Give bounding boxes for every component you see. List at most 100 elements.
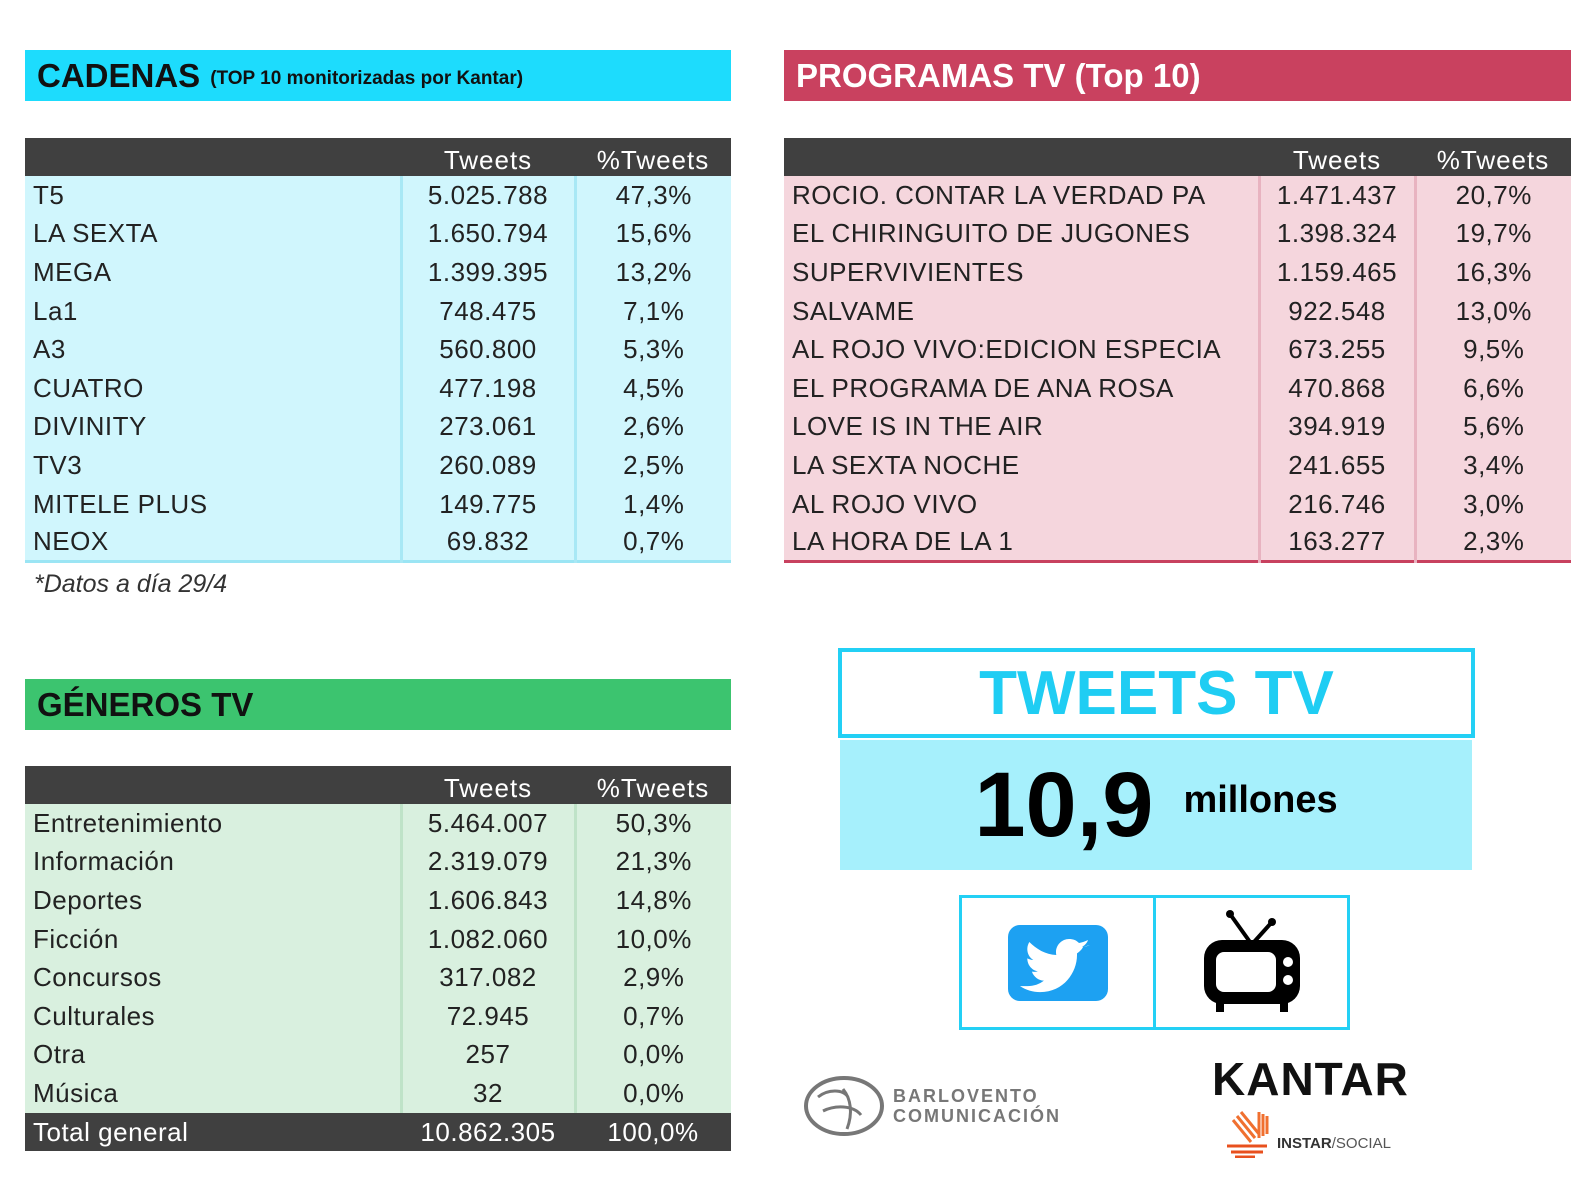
cell-name: MITELE PLUS: [25, 484, 401, 524]
cell-name: DIVINITY: [25, 407, 401, 447]
col-pct: %Tweets: [575, 766, 731, 804]
barlovento-text-2: COMUNICACIÓN: [893, 1106, 1061, 1126]
table-row: LA SEXTA 1.650.794 15,6%: [25, 214, 731, 254]
col-tweets: Tweets: [1259, 138, 1415, 176]
cell-tweets: 5.464.007: [399, 804, 575, 843]
cell-name: EL PROGRAMA DE ANA ROSA: [784, 368, 1259, 408]
cell-name: La1: [25, 291, 401, 331]
cell-pct: 5,3%: [573, 330, 731, 369]
cell-pct: 0,7%: [573, 996, 731, 1036]
cell-name: EL CHIRINGUITO DE JUGONES: [784, 214, 1259, 254]
cell-name: LA HORA DE LA 1: [784, 523, 1259, 562]
summary-value: 10,9: [974, 753, 1154, 856]
table-row: TV3 260.089 2,5%: [25, 446, 731, 485]
table-row: Entretenimiento 5.464.007 50,3%: [25, 804, 731, 843]
cell-pct: 3,4%: [1413, 446, 1571, 485]
cell-name: T5: [25, 176, 401, 215]
table-row: LA HORA DE LA 1 163.277 2,3%: [784, 523, 1571, 562]
cell-name: LOVE IS IN THE AIR: [784, 407, 1259, 447]
cell-name: TV3: [25, 446, 401, 485]
col-tweets: Tweets: [401, 138, 575, 176]
cell-tweets: 241.655: [1257, 446, 1415, 485]
total-label: Total general: [25, 1112, 401, 1152]
instar-logo: INSTAR /SOCIAL: [1225, 1110, 1391, 1158]
cell-tweets: 32: [399, 1074, 575, 1113]
cell-pct: 9,5%: [1413, 330, 1571, 369]
cell-pct: 20,7%: [1413, 176, 1571, 215]
cell-tweets: 477.198: [399, 368, 575, 408]
table-row: Ficción 1.082.060 10,0%: [25, 919, 731, 959]
cell-tweets: 163.277: [1257, 523, 1415, 562]
cell-pct: 0,0%: [573, 1035, 731, 1075]
cell-name: Música: [25, 1074, 401, 1113]
cell-name: A3: [25, 330, 401, 369]
total-tweets: 10.862.305: [401, 1112, 575, 1152]
cell-name: Otra: [25, 1035, 401, 1075]
table-row: Deportes 1.606.843 14,8%: [25, 881, 731, 920]
cell-name: AL ROJO VIVO: [784, 484, 1259, 524]
total-row: Total general 10.862.305 100,0%: [25, 1112, 731, 1152]
cell-pct: 19,7%: [1413, 214, 1571, 254]
barlovento-text-1: BARLOVENTO: [893, 1086, 1039, 1106]
table-row: T5 5.025.788 47,3%: [25, 176, 731, 215]
cell-name: AL ROJO VIVO:EDICION ESPECIA: [784, 330, 1259, 369]
cell-tweets: 748.475: [399, 291, 575, 331]
barlovento-mark-icon: [804, 1076, 884, 1136]
table-row: DIVINITY 273.061 2,6%: [25, 407, 731, 447]
cell-pct: 14,8%: [573, 881, 731, 920]
table-row: Música 32 0,0%: [25, 1074, 731, 1113]
cell-tweets: 1.398.324: [1257, 214, 1415, 254]
cell-name: LA SEXTA NOCHE: [784, 446, 1259, 485]
cell-pct: 21,3%: [573, 842, 731, 882]
summary-box: 10,9 millones: [840, 740, 1472, 870]
table-row: AL ROJO VIVO:EDICION ESPECIA 673.255 9,5%: [784, 330, 1571, 369]
cell-name: MEGA: [25, 253, 401, 292]
cell-pct: 13,0%: [1413, 291, 1571, 331]
table-row: SALVAME 922.548 13,0%: [784, 291, 1571, 331]
kantar-logo: KANTAR: [1212, 1053, 1409, 1105]
table-row: LOVE IS IN THE AIR 394.919 5,6%: [784, 407, 1571, 447]
cell-pct: 16,3%: [1413, 253, 1571, 292]
cell-name: SUPERVIVIENTES: [784, 253, 1259, 292]
generos-title: GÉNEROS TV: [37, 685, 254, 723]
summary-title: TWEETS TV: [838, 648, 1475, 738]
table-row: MITELE PLUS 149.775 1,4%: [25, 484, 731, 524]
table-row: Culturales 72.945 0,7%: [25, 996, 731, 1036]
cell-pct: 2,3%: [1413, 523, 1571, 562]
generos-table: Tweets %Tweets Entretenimiento 5.464.007 50…: [25, 766, 731, 1152]
table-row: NEOX 69.832 0,7%: [25, 523, 731, 562]
cell-pct: 10,0%: [573, 919, 731, 959]
col-pct: %Tweets: [1415, 138, 1571, 176]
cadenas-header: CADENAS (TOP 10 monitorizadas por Kantar…: [25, 50, 731, 101]
tv-box: [1153, 895, 1350, 1030]
table-row: Información 2.319.079 21,3%: [25, 842, 731, 882]
cell-tweets: 1.471.437: [1257, 176, 1415, 215]
table-row: SUPERVIVIENTES 1.159.465 16,3%: [784, 253, 1571, 292]
twitter-box: [959, 895, 1156, 1030]
cell-tweets: 470.868: [1257, 368, 1415, 408]
cell-tweets: 1.606.843: [399, 881, 575, 920]
cell-name: CUATRO: [25, 368, 401, 408]
programas-header: PROGRAMAS TV (Top 10): [784, 50, 1571, 101]
cadenas-title: CADENAS: [37, 56, 201, 94]
table-row: Otra 257 0,0%: [25, 1035, 731, 1075]
social-text: /SOCIAL: [1331, 1135, 1391, 1152]
cell-pct: 0,0%: [573, 1074, 731, 1113]
cell-tweets: 72.945: [399, 996, 575, 1036]
cell-pct: 13,2%: [573, 253, 731, 292]
cell-pct: 47,3%: [573, 176, 731, 215]
table-row: CUATRO 477.198 4,5%: [25, 368, 731, 408]
cell-pct: 50,3%: [573, 804, 731, 843]
cell-name: SALVAME: [784, 291, 1259, 331]
barlovento-logo: BARLOVENTO COMUNICACIÓN: [803, 1075, 1061, 1137]
table-row: MEGA 1.399.395 13,2%: [25, 253, 731, 292]
table-row: A3 560.800 5,3%: [25, 330, 731, 369]
cell-name: Culturales: [25, 996, 401, 1036]
table-row: LA SEXTA NOCHE 241.655 3,4%: [784, 446, 1571, 485]
cell-tweets: 673.255: [1257, 330, 1415, 369]
cell-name: Ficción: [25, 919, 401, 959]
cell-tweets: 260.089: [399, 446, 575, 485]
cell-pct: 2,9%: [573, 958, 731, 997]
programas-title: PROGRAMAS TV (Top 10): [796, 56, 1201, 94]
col-tweets: Tweets: [401, 766, 575, 804]
